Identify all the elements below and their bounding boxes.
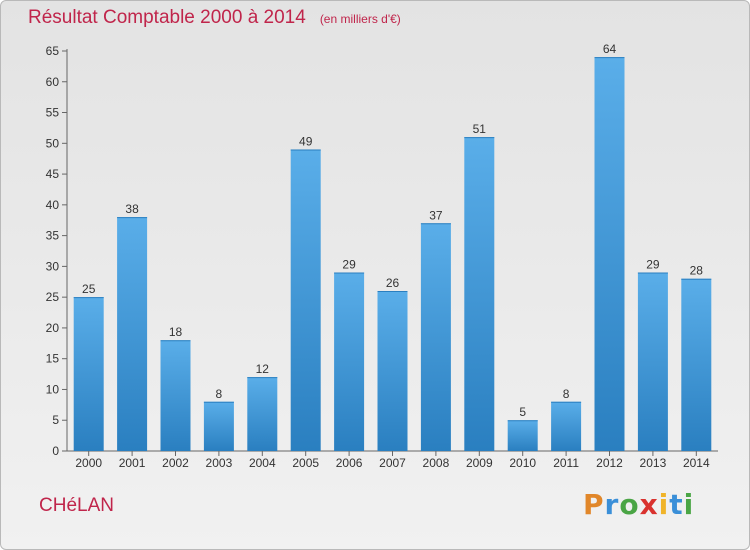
y-tick-label: 50 bbox=[46, 136, 60, 150]
bar bbox=[681, 278, 712, 451]
chart-subtitle: (en milliers d'€) bbox=[319, 12, 401, 26]
x-tick-labels: 2000 2001 2002 2003 2004 2005 2006 2007 2008 2009… bbox=[75, 456, 710, 470]
bar bbox=[377, 291, 408, 451]
x-tick-label: 2009 bbox=[466, 456, 493, 470]
y-tick-label: 65 bbox=[46, 44, 60, 58]
logo-letter: r bbox=[604, 488, 620, 521]
x-tick-label: 2013 bbox=[640, 456, 667, 470]
bar bbox=[507, 420, 538, 451]
x-tick-label: 2010 bbox=[509, 456, 536, 470]
logo-letter: x bbox=[639, 488, 659, 521]
x-tick-label: 2012 bbox=[596, 456, 623, 470]
logo-letter: t bbox=[669, 488, 684, 521]
y-tick-label: 35 bbox=[46, 229, 60, 243]
data-label: 51 bbox=[473, 122, 487, 136]
bar bbox=[551, 401, 582, 451]
data-label: 37 bbox=[429, 208, 443, 222]
x-tick-label: 2003 bbox=[206, 456, 233, 470]
bar bbox=[420, 223, 451, 451]
proxiti-logo: Proxiti bbox=[583, 488, 694, 521]
x-tick-label: 2001 bbox=[119, 456, 146, 470]
title-row: Résultat Comptable 2000 à 2014 (en milli… bbox=[28, 7, 401, 29]
data-label: 49 bbox=[299, 134, 313, 148]
data-label: 12 bbox=[256, 362, 270, 376]
logo-letter: i bbox=[683, 488, 695, 521]
y-tick-label: 55 bbox=[46, 106, 60, 120]
x-tick-label: 2002 bbox=[162, 456, 189, 470]
x-tick-label: 2008 bbox=[423, 456, 450, 470]
y-tick-label: 40 bbox=[46, 198, 60, 212]
bar bbox=[117, 217, 148, 451]
chart-title: Résultat Comptable 2000 à 2014 bbox=[28, 7, 306, 28]
bar bbox=[73, 297, 104, 451]
bar bbox=[334, 272, 365, 451]
bar bbox=[203, 401, 234, 451]
data-label: 38 bbox=[125, 202, 139, 216]
y-tick-label: 30 bbox=[46, 259, 60, 273]
data-label: 29 bbox=[646, 258, 660, 272]
y-tick-label: 45 bbox=[46, 167, 60, 181]
data-label: 64 bbox=[603, 42, 617, 56]
y-tick-label: 20 bbox=[46, 321, 60, 335]
y-tick-label: 15 bbox=[46, 352, 60, 366]
bar bbox=[247, 377, 278, 451]
data-label: 8 bbox=[216, 387, 223, 401]
logo-letter: o bbox=[619, 488, 640, 521]
y-tick-label: 60 bbox=[46, 75, 60, 89]
bar bbox=[160, 340, 191, 451]
data-label: 5 bbox=[519, 405, 526, 419]
commune-name: CHéLAN bbox=[39, 495, 114, 516]
x-tick-label: 2000 bbox=[75, 456, 102, 470]
x-tick-label: 2014 bbox=[683, 456, 710, 470]
data-label: 26 bbox=[386, 276, 400, 290]
y-tick-label: 5 bbox=[52, 413, 59, 427]
y-tick-label: 0 bbox=[52, 444, 59, 458]
logo-letter: P bbox=[583, 488, 605, 521]
data-label: 25 bbox=[82, 282, 96, 296]
bar bbox=[464, 137, 495, 451]
y-tick-label: 25 bbox=[46, 290, 60, 304]
y-tick-labels: 0 5 10 15 20 25 30 35 40 45 50 55 60 65 bbox=[46, 44, 60, 458]
data-labels: 25 38 18 8 12 49 29 26 37 51 5 8 64 29 28 bbox=[82, 42, 703, 419]
data-label: 8 bbox=[563, 387, 570, 401]
x-tick-label: 2007 bbox=[379, 456, 406, 470]
bar bbox=[290, 149, 321, 451]
logo-letter: i bbox=[658, 488, 670, 521]
x-tick-label: 2004 bbox=[249, 456, 276, 470]
x-tick-label: 2006 bbox=[336, 456, 363, 470]
y-tick-label: 10 bbox=[46, 382, 60, 396]
bar bbox=[637, 272, 668, 451]
x-tick-label: 2011 bbox=[553, 456, 579, 470]
data-label: 18 bbox=[169, 325, 183, 339]
x-tick-label: 2005 bbox=[292, 456, 319, 470]
bars bbox=[73, 57, 712, 452]
bar bbox=[594, 57, 625, 452]
data-label: 28 bbox=[690, 264, 704, 278]
data-label: 29 bbox=[342, 258, 356, 272]
